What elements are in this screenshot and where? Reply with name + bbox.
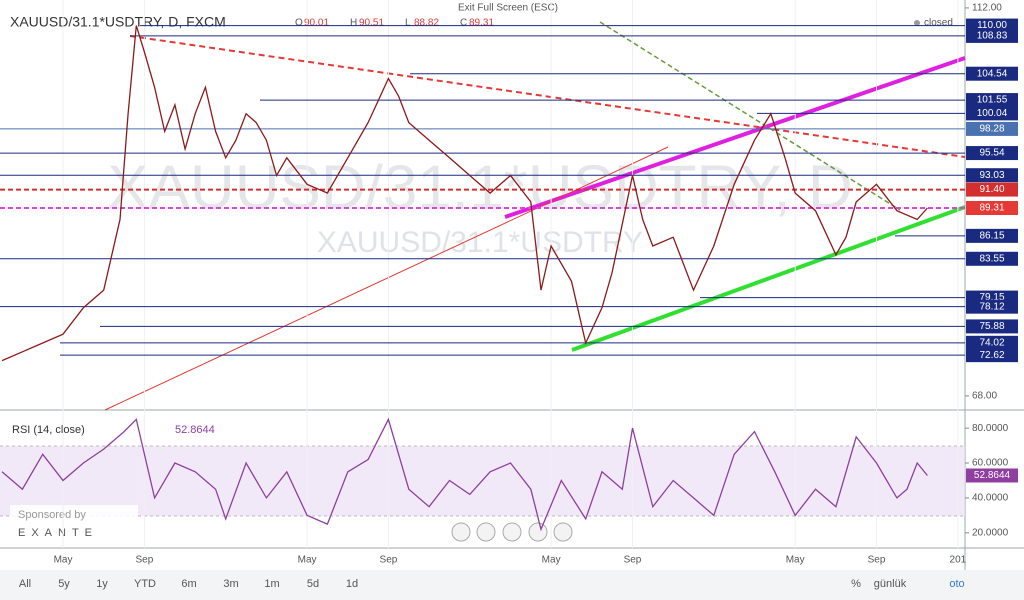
y-tick-label: 80.0000	[972, 423, 1009, 434]
nav-button[interactable]	[553, 522, 573, 542]
level-label: 86.15	[979, 231, 1004, 242]
level-label: 83.55	[979, 253, 1004, 264]
level-box	[966, 299, 1018, 314]
range-button[interactable]: 5d	[307, 578, 319, 590]
option-button[interactable]: günlük	[874, 578, 907, 590]
option-button[interactable]: %	[851, 578, 861, 590]
price-line	[1, 25, 928, 362]
ohlc-label: H	[350, 18, 357, 29]
ohlc-label: O	[295, 18, 303, 29]
trend-line	[104, 146, 669, 411]
toolbar	[0, 570, 1024, 600]
symbol: XAUUSD/31.1*USDTRY, D, FXCM	[10, 14, 226, 30]
y-tick-label: 68.00	[972, 391, 997, 402]
range-button[interactable]: YTD	[134, 578, 156, 590]
nav-button[interactable]	[528, 522, 548, 542]
y-tick-label: 40.0000	[972, 493, 1009, 504]
x-tick-label: May	[298, 555, 317, 566]
level-box	[966, 182, 1018, 197]
level-box	[966, 251, 1018, 266]
trend-line	[129, 35, 966, 158]
nav-button[interactable]	[451, 522, 471, 542]
level-box	[966, 348, 1018, 363]
level-label: 93.03	[979, 170, 1004, 181]
range-button[interactable]: 3m	[223, 578, 238, 590]
trend-line	[504, 56, 966, 219]
level-box	[966, 146, 1018, 161]
ohlc-value: 90.01	[304, 18, 329, 29]
ohlc-value: 89.31	[469, 18, 494, 29]
range-button[interactable]: 1m	[264, 578, 279, 590]
range-button[interactable]: All	[19, 578, 31, 590]
range-button[interactable]: 1d	[346, 578, 358, 590]
level-label: 110.00	[977, 20, 1007, 31]
rsi-value: 52.8644	[175, 424, 215, 436]
trend-line	[599, 21, 901, 211]
level-label: 78.12	[979, 301, 1004, 312]
sponsor-brand[interactable]: EXANTE	[18, 527, 98, 539]
watermark-small: XAUUSD/31.1*USDTRY	[317, 226, 643, 259]
y-tick-label: 60.0000	[972, 458, 1009, 469]
level-label: 91.40	[979, 184, 1004, 195]
range-button[interactable]: 1y	[96, 578, 108, 590]
ohlc-value: 90.51	[359, 18, 384, 29]
level-box	[966, 106, 1018, 121]
level-label: 100.04	[977, 108, 1008, 119]
level-box	[966, 93, 1018, 108]
status: closed	[924, 18, 953, 29]
level-box	[966, 66, 1018, 81]
level-label: 104.54	[977, 68, 1008, 79]
range-button[interactable]: 6m	[181, 578, 196, 590]
level-label: 74.02	[979, 337, 1004, 348]
exit-full-screen[interactable]: Exit Full Screen (ESC)	[458, 3, 558, 14]
level-box	[966, 121, 1018, 136]
nav-button[interactable]	[476, 522, 496, 542]
sponsor-box	[10, 505, 138, 545]
x-tick-label: May	[786, 555, 805, 566]
level-label: 101.55	[977, 95, 1008, 106]
ohlc-label: L	[405, 18, 411, 29]
y-tick-label: 112.00	[972, 3, 1002, 14]
level-label: 75.88	[979, 321, 1004, 332]
exit-box[interactable]	[448, 0, 568, 16]
x-tick-label: Sep	[135, 555, 153, 566]
x-tick-label: May	[542, 555, 561, 566]
rsi-line	[1, 417, 928, 532]
level-label: 108.83	[977, 31, 1008, 42]
rsi-title: RSI (14, close)	[12, 424, 85, 436]
level-label: 72.62	[979, 350, 1004, 361]
level-box	[966, 335, 1018, 350]
x-tick-label: Sep	[624, 555, 642, 566]
level-box	[966, 228, 1018, 243]
level-box	[966, 319, 1018, 334]
level-label: 95.54	[979, 148, 1004, 159]
level-label: 89.31	[979, 203, 1004, 214]
range-button[interactable]: 5y	[58, 578, 70, 590]
level-box	[966, 28, 1018, 43]
y-tick-label: 20.0000	[972, 527, 1009, 538]
level-label: 98.28	[979, 124, 1004, 135]
status-dot	[914, 20, 920, 26]
ohlc-value: 88.82	[414, 18, 439, 29]
last-value-label: 52.8644	[974, 470, 1011, 481]
x-tick-label: Sep	[868, 555, 886, 566]
x-tick-label: May	[54, 555, 73, 566]
nav-button[interactable]	[502, 522, 522, 542]
level-box	[966, 168, 1018, 183]
level-label: 79.15	[979, 292, 1004, 303]
sponsor-text: Sponsored by	[18, 509, 86, 521]
watermark: XAUUSD/31.1*USDTRY, D	[107, 153, 852, 222]
option-button[interactable]: oto	[949, 578, 964, 590]
level-box	[966, 200, 1018, 215]
ohlc-label: C	[460, 18, 467, 29]
x-tick-label: Sep	[380, 555, 398, 566]
nav-buttons	[451, 522, 573, 542]
x-tick-label: 201	[950, 555, 967, 566]
last-value-box	[966, 468, 1018, 483]
